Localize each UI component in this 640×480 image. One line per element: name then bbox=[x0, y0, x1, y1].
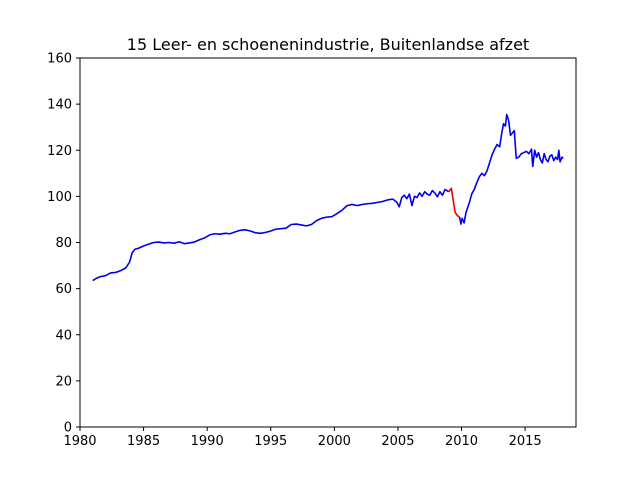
y-tick-label: 120 bbox=[47, 144, 72, 159]
series-line-3 bbox=[458, 113, 564, 225]
y-tick-label: 160 bbox=[47, 52, 72, 67]
chart-title: 15 Leer- en schoenenindustrie, Buitenlan… bbox=[127, 35, 529, 54]
x-tick-label: 2005 bbox=[381, 434, 414, 449]
x-tick-label: 1990 bbox=[191, 434, 224, 449]
axes-layer: 1980 1985 1990 1995 2000 2005 2010 2015 0 20 40 60 8… bbox=[47, 52, 577, 449]
x-tick-label: 1995 bbox=[254, 434, 287, 449]
y-tick-label: 80 bbox=[55, 236, 72, 251]
y-tick-label: 60 bbox=[55, 282, 72, 297]
y-tick-label: 140 bbox=[47, 98, 72, 113]
series-layer bbox=[92, 113, 564, 282]
x-tick-label: 1985 bbox=[127, 434, 160, 449]
y-tick-label: 40 bbox=[55, 328, 72, 343]
x-tick-label: 2010 bbox=[445, 434, 478, 449]
y-tick-label: 0 bbox=[64, 421, 72, 436]
y-tick-label: 20 bbox=[55, 374, 72, 389]
x-tick-label: 2000 bbox=[318, 434, 351, 449]
series-line-2 bbox=[448, 187, 461, 218]
series-line-1 bbox=[92, 188, 450, 282]
x-tick-label: 2015 bbox=[509, 434, 542, 449]
y-tick-label: 100 bbox=[47, 190, 72, 205]
x-tick-label: 1980 bbox=[63, 434, 96, 449]
